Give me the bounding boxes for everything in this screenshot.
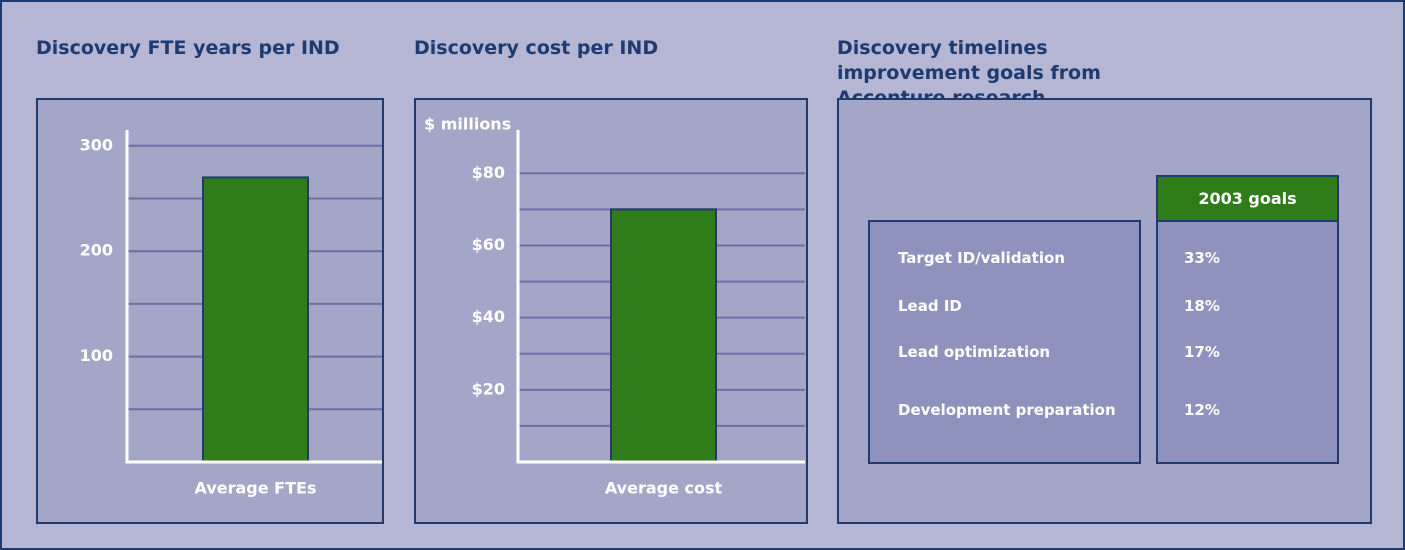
table-header: 2003 goals xyxy=(1156,175,1339,222)
y-tick-label: 200 xyxy=(80,241,113,260)
row-label-box xyxy=(868,220,1141,464)
y-tick-label: $60 xyxy=(472,235,505,254)
row-label: Lead ID xyxy=(898,297,962,315)
row-label: Development preparation xyxy=(898,401,1116,419)
axis xyxy=(516,130,805,464)
y-tick-label: $80 xyxy=(472,163,505,182)
x-tick-label: Average cost xyxy=(605,479,723,498)
y-axis-label: $ millions xyxy=(424,115,511,134)
y-tick-label: $40 xyxy=(472,307,505,326)
row-value: 33% xyxy=(1184,249,1220,267)
bar xyxy=(610,208,717,463)
row-value: 12% xyxy=(1184,401,1220,419)
row-value: 18% xyxy=(1184,297,1220,315)
row-value: 17% xyxy=(1184,343,1220,361)
chart-title: Discovery cost per IND xyxy=(414,37,659,59)
y-tick-label: $20 xyxy=(472,379,505,398)
y-tick-label: 100 xyxy=(80,346,113,365)
row-label: Target ID/validation xyxy=(898,249,1065,267)
chart-title: Discovery FTE years per IND xyxy=(36,37,340,59)
row-label: Lead optimization xyxy=(898,343,1051,361)
y-tick-label: 300 xyxy=(80,135,113,154)
axis xyxy=(125,130,382,464)
x-tick-label: Average FTEs xyxy=(195,479,317,498)
bar xyxy=(202,176,309,464)
